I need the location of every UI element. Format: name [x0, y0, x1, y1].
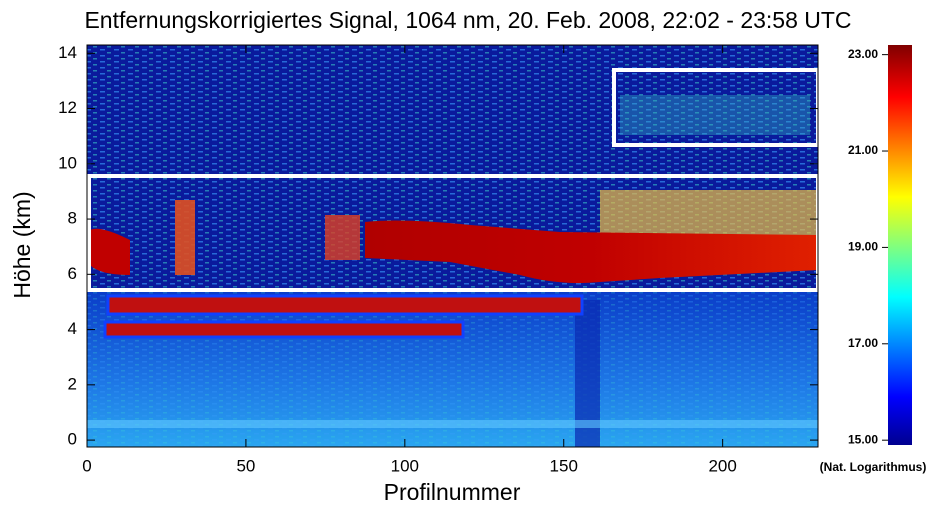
y-tick-label: 12 [58, 98, 77, 117]
highlight-box [106, 294, 584, 316]
y-axis-label: Höhe (km) [9, 191, 35, 298]
y-tick-label: 4 [68, 319, 77, 338]
x-tick-label: 100 [391, 456, 419, 475]
y-tick-label: 14 [58, 43, 77, 62]
x-tick-label: 0 [82, 456, 91, 475]
x-tick-label: 200 [708, 456, 736, 475]
colorbar [888, 45, 912, 445]
highlight-box [103, 320, 465, 339]
colorbar-tick-label: 15.00 [848, 432, 878, 446]
chart-title: Entfernungskorrigiertes Signal, 1064 nm,… [84, 7, 851, 33]
y-tick-label: 0 [68, 430, 77, 449]
colorbar-label: (Nat. Logarithmus) [820, 460, 927, 474]
colorbar-tick-label: 19.00 [848, 240, 878, 254]
x-tick-label: 50 [236, 456, 255, 475]
colorbar-tick-label: 23.00 [848, 47, 878, 61]
plot-frame [86, 44, 819, 448]
y-tick-label: 8 [68, 209, 77, 228]
y-tick-label: 2 [68, 374, 77, 393]
y-tick-label: 6 [68, 264, 77, 283]
x-axis-label: Profilnummer [384, 479, 521, 505]
colorbar-tick-label: 17.00 [848, 336, 878, 350]
y-tick-label: 10 [58, 153, 77, 172]
colorbar-tick-label: 21.00 [848, 143, 878, 157]
heatmap [87, 45, 818, 447]
x-tick-label: 150 [550, 456, 578, 475]
